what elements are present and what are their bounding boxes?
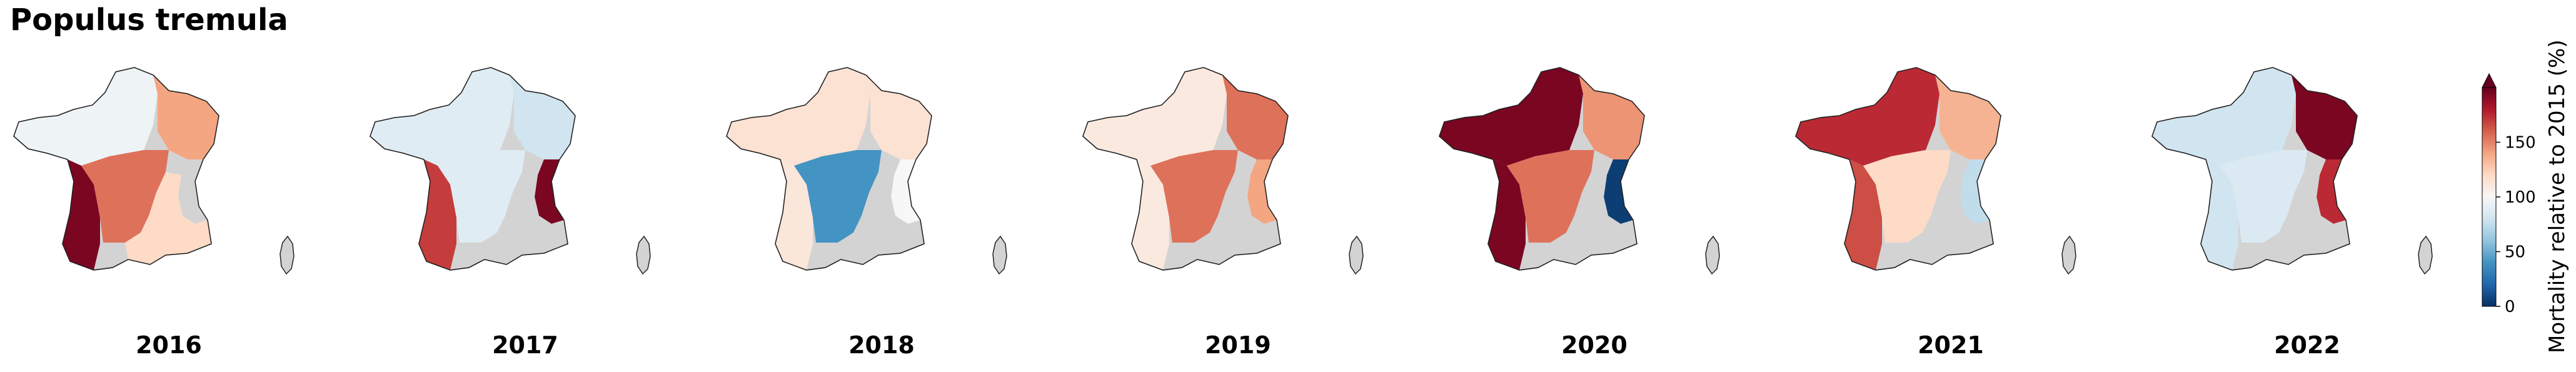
colorbar-svg: 0 50 100 150 bbox=[2482, 73, 2536, 316]
region-central bbox=[2220, 150, 2307, 243]
region-north-east bbox=[1222, 75, 1288, 159]
region-south-east bbox=[125, 172, 211, 264]
region-central bbox=[1507, 150, 1594, 243]
region-central bbox=[81, 150, 169, 243]
map-panel-2020: 2020 bbox=[1426, 56, 1763, 359]
region-east-alps bbox=[891, 159, 920, 224]
year-label: 2020 bbox=[1561, 331, 1628, 359]
france-map-2020 bbox=[1439, 67, 1720, 275]
region-east-alps bbox=[1247, 159, 1277, 224]
corsica-island bbox=[2061, 235, 2076, 275]
year-label: 2021 bbox=[1918, 331, 1984, 359]
region-south-west bbox=[1844, 159, 1882, 270]
year-label: 2016 bbox=[136, 331, 202, 359]
region-central bbox=[1150, 150, 1238, 243]
country-border bbox=[1082, 67, 1289, 271]
colorbar-tick-label: 150 bbox=[2505, 134, 2536, 153]
colorbar-gradient bbox=[2482, 87, 2497, 307]
colorbar: 0 50 100 150 bbox=[2479, 72, 2576, 322]
country-border bbox=[13, 67, 219, 271]
region-north-east bbox=[510, 75, 575, 159]
colorbar-extend-arrow bbox=[2482, 73, 2497, 88]
region-south-west bbox=[775, 159, 813, 270]
region-west bbox=[2152, 68, 2296, 166]
region-south-east bbox=[838, 172, 924, 264]
corsica-island bbox=[279, 235, 294, 275]
region-west bbox=[727, 68, 870, 166]
region-central bbox=[794, 150, 882, 243]
colorbar-tick-label: 50 bbox=[2505, 243, 2525, 262]
year-label: 2019 bbox=[1205, 331, 1271, 359]
region-west bbox=[14, 68, 158, 166]
corsica-island bbox=[2418, 235, 2433, 275]
map-panel-2018: 2018 bbox=[713, 56, 1050, 359]
country-border bbox=[2151, 67, 2358, 271]
region-east-alps bbox=[178, 159, 208, 224]
region-west bbox=[1796, 68, 1940, 166]
figure-title: Populus tremula bbox=[10, 3, 288, 38]
region-north-east bbox=[2292, 75, 2357, 159]
map-panel-2016: 2016 bbox=[0, 56, 338, 359]
region-west bbox=[1083, 68, 1227, 166]
region-west bbox=[1439, 68, 1583, 166]
region-north-east bbox=[866, 75, 932, 159]
corsica-island bbox=[1349, 235, 1364, 275]
colorbar-title: Mortality relative to 2015 (%) bbox=[2545, 39, 2570, 353]
region-east-alps bbox=[2317, 159, 2346, 224]
region-south-east bbox=[2263, 172, 2350, 264]
region-south-west bbox=[1132, 159, 1169, 270]
country-border bbox=[1439, 67, 1645, 271]
corsica-island bbox=[992, 235, 1007, 275]
map-panel-2021: 2021 bbox=[1782, 56, 2120, 359]
region-north-east bbox=[1579, 75, 1644, 159]
region-north-east bbox=[1935, 75, 2001, 159]
map-panel-2017: 2017 bbox=[356, 56, 694, 359]
region-south-west bbox=[2201, 159, 2238, 270]
map-panel-2019: 2019 bbox=[1069, 56, 1407, 359]
region-east-alps bbox=[1604, 159, 1633, 224]
france-map-2017 bbox=[370, 67, 651, 275]
region-south-west bbox=[1488, 159, 1526, 270]
country-border bbox=[726, 67, 932, 271]
region-central bbox=[438, 150, 525, 243]
france-map-2016 bbox=[13, 67, 294, 275]
year-label: 2018 bbox=[848, 331, 915, 359]
region-south-east bbox=[1194, 172, 1280, 264]
region-south-east bbox=[481, 172, 568, 264]
region-south-east bbox=[1907, 172, 1993, 264]
region-south-east bbox=[1551, 172, 1637, 264]
map-panel-2022: 2022 bbox=[2138, 56, 2476, 359]
colorbar-tick-label: 100 bbox=[2505, 188, 2536, 207]
region-central bbox=[1863, 150, 1951, 243]
france-map-2022 bbox=[2151, 67, 2433, 275]
region-north-east bbox=[153, 75, 219, 159]
corsica-island bbox=[1705, 235, 1720, 275]
year-label: 2017 bbox=[492, 331, 558, 359]
region-south-west bbox=[63, 159, 100, 270]
region-east-alps bbox=[535, 159, 564, 224]
region-south-west bbox=[419, 159, 456, 270]
corsica-island bbox=[636, 235, 651, 275]
country-border bbox=[1795, 67, 2001, 271]
france-map-2021 bbox=[1795, 67, 2076, 275]
year-label: 2022 bbox=[2274, 331, 2340, 359]
region-east-alps bbox=[1960, 159, 1990, 224]
colorbar-tick-label: 0 bbox=[2505, 298, 2515, 316]
france-map-2019 bbox=[1082, 67, 1364, 275]
france-map-2018 bbox=[726, 67, 1007, 275]
country-border bbox=[370, 67, 576, 271]
region-west bbox=[370, 68, 514, 166]
